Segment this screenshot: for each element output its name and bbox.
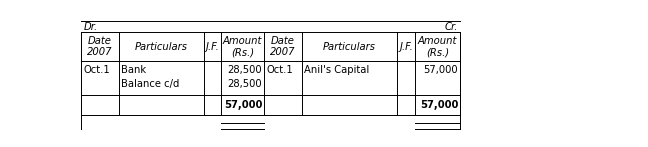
Text: Particulars: Particulars — [323, 41, 376, 51]
Text: 57,000: 57,000 — [224, 100, 262, 110]
Text: Bank: Bank — [121, 65, 146, 75]
Text: 57,000: 57,000 — [424, 65, 458, 75]
Text: Anil's Capital: Anil's Capital — [304, 65, 369, 75]
Text: Oct.1: Oct.1 — [266, 65, 293, 75]
Text: Dr.: Dr. — [84, 22, 98, 32]
Text: 28,500: 28,500 — [227, 79, 262, 89]
Text: 57,000: 57,000 — [420, 100, 458, 110]
Text: Oct.1: Oct.1 — [83, 65, 110, 75]
Text: Particulars: Particulars — [135, 41, 188, 51]
Text: Date
2007: Date 2007 — [87, 36, 113, 57]
Text: 28,500: 28,500 — [227, 65, 262, 75]
Text: Balance c/d: Balance c/d — [121, 79, 179, 89]
Text: J.F.: J.F. — [205, 41, 219, 51]
Text: Amount
(Rs.): Amount (Rs.) — [223, 36, 262, 57]
Text: Cr.: Cr. — [445, 22, 457, 32]
Text: Amount
(Rs.): Amount (Rs.) — [418, 36, 457, 57]
Text: Date
2007: Date 2007 — [270, 36, 296, 57]
Text: J.F.: J.F. — [399, 41, 413, 51]
